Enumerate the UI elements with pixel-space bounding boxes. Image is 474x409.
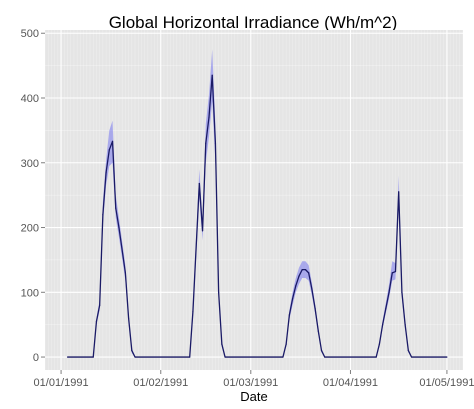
- data-point: [124, 272, 126, 274]
- data-point: [102, 213, 104, 216]
- data-point: [134, 356, 136, 358]
- data-point: [324, 356, 326, 358]
- data-point: [295, 285, 297, 287]
- series-line: [67, 74, 447, 358]
- data-point: [385, 307, 387, 310]
- data-point: [407, 349, 409, 352]
- data-point: [314, 307, 316, 310]
- data-point: [291, 298, 294, 300]
- major-gridlines: [45, 30, 463, 370]
- data-point: [378, 343, 380, 345]
- data-point: [391, 272, 393, 274]
- data-point: [105, 171, 107, 174]
- data-point: [208, 116, 210, 119]
- y-tick-label: 100: [21, 287, 39, 299]
- series-line-layer: [66, 74, 448, 358]
- data-point: [308, 272, 310, 274]
- data-point: [211, 74, 213, 76]
- data-point: [224, 356, 226, 358]
- chart-title: Global Horizontal Irradiance (Wh/m^2): [109, 13, 398, 32]
- minor-gridlines: [44, 30, 464, 370]
- data-point: [394, 270, 397, 273]
- data-point: [298, 275, 300, 277]
- data-point: [218, 291, 220, 293]
- data-point: [311, 288, 313, 290]
- data-point: [301, 269, 303, 271]
- data-point: [205, 142, 207, 144]
- x-tick-label: 01/01/1991: [34, 377, 89, 389]
- x-tick-label: 01/03/1991: [223, 377, 278, 389]
- data-point: [99, 304, 101, 306]
- data-point: [189, 356, 191, 358]
- data-point: [118, 226, 120, 229]
- data-point: [131, 349, 133, 352]
- data-point: [317, 330, 319, 332]
- data-point: [111, 140, 114, 142]
- data-point: [285, 343, 287, 345]
- data-point: [192, 311, 194, 313]
- data-point: [304, 269, 307, 271]
- data-point: [388, 291, 390, 293]
- data-point: [95, 320, 98, 323]
- x-tick-label: 01/02/1991: [133, 377, 188, 389]
- x-tick-label: 01/05/1991: [419, 377, 474, 389]
- data-point: [288, 314, 290, 316]
- data-point: [282, 356, 284, 358]
- data-point: [221, 343, 223, 345]
- data-point: [201, 230, 204, 232]
- y-tick-label: 300: [21, 158, 39, 170]
- y-tick-label: 0: [33, 352, 39, 364]
- x-axis-title: Date: [240, 389, 267, 404]
- data-point: [108, 149, 110, 151]
- data-point: [115, 207, 117, 209]
- data-point: [128, 317, 130, 319]
- y-axis: 0 100 200 300 400 500: [21, 28, 45, 364]
- data-point: [382, 324, 384, 326]
- y-tick-label: 400: [21, 93, 39, 105]
- y-tick-label: 200: [21, 223, 39, 235]
- data-point: [398, 191, 400, 193]
- data-point: [214, 142, 217, 144]
- data-point: [92, 356, 94, 358]
- x-axis: 01/01/1991 01/02/1991 01/03/1991 01/04/1991…: [34, 370, 474, 389]
- y-tick-label: 500: [21, 28, 39, 40]
- data-point: [198, 182, 200, 185]
- data-point: [375, 356, 377, 358]
- data-point: [320, 349, 323, 352]
- x-tick-label: 01/04/1991: [323, 377, 378, 389]
- data-point: [404, 324, 406, 326]
- data-point: [66, 356, 69, 358]
- data-point: [446, 356, 448, 358]
- data-point: [410, 356, 413, 358]
- data-point: [401, 291, 403, 293]
